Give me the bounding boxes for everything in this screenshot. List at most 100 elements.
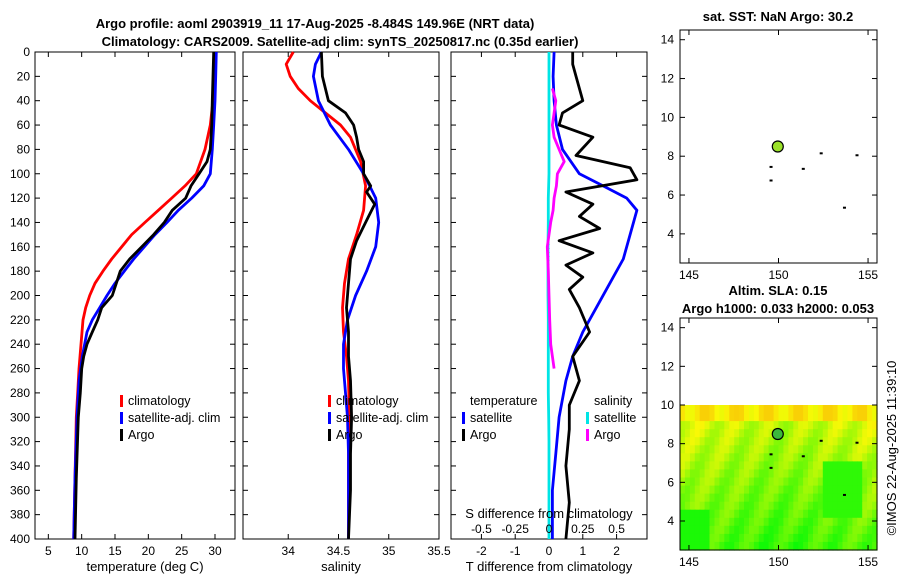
sla-cell	[739, 429, 745, 438]
sla-cell	[758, 541, 765, 551]
sla-cell	[689, 525, 696, 535]
sla-cell	[788, 437, 794, 446]
sla-cell	[724, 509, 730, 519]
sla-cell	[867, 501, 873, 511]
sla-cell	[729, 405, 735, 414]
sla-cell	[822, 405, 829, 414]
x-tick-label: 150	[768, 268, 788, 282]
sla-cell	[852, 477, 858, 487]
sla-cell	[680, 469, 686, 479]
y-tick-label: 400	[10, 532, 30, 546]
sla-cell	[857, 413, 863, 422]
sla-cell	[783, 493, 789, 503]
sla-cell	[862, 501, 868, 511]
sla-cell	[793, 525, 799, 535]
sla-cell	[862, 437, 868, 446]
sla-cell	[734, 485, 740, 495]
sla-cell	[832, 509, 839, 519]
sla-cell	[778, 437, 784, 446]
legend-label: satellite-adj. clim	[128, 411, 220, 425]
sla-cell	[813, 477, 819, 487]
sla-cell	[744, 501, 750, 511]
sla-cell	[857, 445, 863, 454]
sla-cell	[719, 525, 725, 535]
series-line-s-argo	[545, 88, 566, 369]
sla-cell	[714, 477, 720, 487]
sla-cell	[827, 461, 834, 471]
sla-cell	[699, 437, 706, 446]
sla-cell	[763, 501, 770, 511]
sla-cell	[817, 477, 824, 487]
legend-swatch	[120, 429, 123, 441]
sla-cell	[753, 477, 760, 487]
sla-cell	[808, 493, 814, 503]
sla-cell	[803, 413, 809, 422]
sla-cell	[803, 469, 809, 479]
sla-cell	[763, 525, 770, 535]
sla-cell	[729, 413, 735, 422]
sla-cell	[729, 453, 735, 462]
sla-cell	[783, 533, 789, 543]
sla-cell	[852, 517, 858, 527]
y-tick-label: 10	[661, 110, 675, 124]
sla-cell	[872, 437, 878, 446]
sla-cell	[867, 413, 873, 422]
sla-cell	[827, 517, 834, 527]
sla-cell	[763, 429, 770, 438]
sla-cell	[680, 461, 686, 471]
sla-cell	[699, 405, 706, 414]
sla-cell	[872, 445, 878, 454]
sla-title: Altim. SLA: 0.15	[729, 283, 828, 298]
sla-cell	[768, 541, 775, 551]
sla-cell	[867, 517, 873, 527]
sla-cell	[680, 533, 686, 543]
sla-cell	[739, 477, 745, 487]
sla-cell	[768, 501, 775, 511]
island	[819, 439, 823, 442]
sla-cell	[798, 493, 804, 503]
sla-cell	[753, 533, 760, 543]
x-tick-label: 35.5	[427, 544, 451, 558]
sla-cell	[753, 461, 760, 471]
sla-cell	[842, 501, 848, 511]
sla-cell	[753, 485, 760, 495]
sla-cell	[734, 453, 740, 462]
sla-cell	[837, 493, 844, 503]
x-tick-label: 25	[175, 544, 189, 558]
sla-cell	[837, 445, 844, 454]
sla-cell	[744, 405, 750, 414]
y-tick-label: 240	[10, 337, 30, 351]
sla-cell	[763, 477, 770, 487]
sla-cell	[773, 501, 780, 511]
sla-cell	[729, 461, 735, 471]
sla-cell	[734, 501, 740, 511]
series-line-t-satellite	[551, 51, 639, 539]
legend-label: satellite	[594, 411, 636, 425]
sla-cell	[694, 429, 701, 438]
sla-cell	[773, 485, 780, 495]
sla-cell	[719, 533, 725, 543]
sla-cell	[714, 405, 720, 414]
sla-cell	[734, 405, 740, 414]
sla-cell	[793, 541, 799, 551]
sla-cell	[832, 445, 839, 454]
sla-cell	[842, 453, 848, 462]
sla-cell	[768, 509, 775, 519]
sla-cell	[719, 477, 725, 487]
sla-cell	[689, 413, 696, 422]
sla-cell	[862, 461, 868, 471]
y-tick-label: 10	[661, 398, 675, 412]
sla-cell	[813, 469, 819, 479]
sla-cell	[867, 493, 873, 503]
sla-cell	[680, 493, 686, 503]
sla-cell	[783, 525, 789, 535]
sla-cell	[827, 453, 834, 462]
island	[769, 165, 773, 168]
sla-cell	[680, 509, 686, 519]
sla-cell	[699, 517, 706, 527]
sla-cell	[689, 429, 696, 438]
sla-cell	[699, 429, 706, 438]
sla-cell	[827, 477, 834, 487]
sla-cell	[798, 445, 804, 454]
